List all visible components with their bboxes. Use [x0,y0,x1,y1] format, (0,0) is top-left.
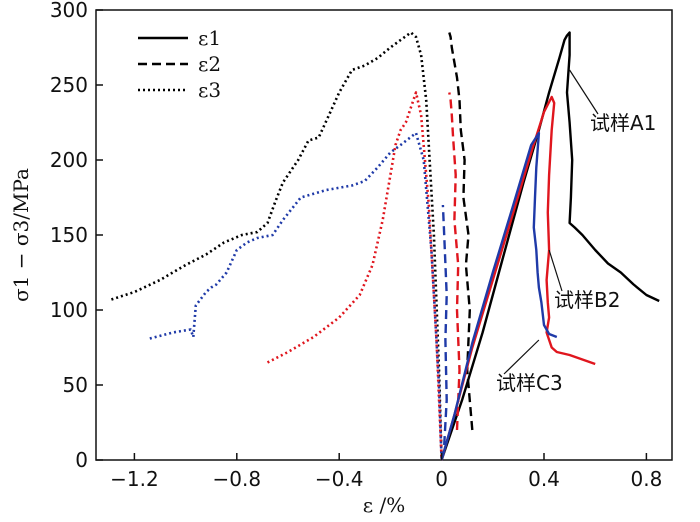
legend-label: ε2 [198,52,221,76]
y-tick-label: 100 [50,298,88,322]
legend-label: ε3 [198,78,221,102]
annotation-label: 试样A1 [590,111,656,135]
x-tick-label: −1.2 [110,467,159,491]
y-tick-label: 150 [50,223,88,247]
tick-layer: −1.2 −0.8 −0.4 0 0.4 0.8 0 50 100 150 200 250 300 [50,0,662,491]
annotation-leader [569,69,599,115]
series-line-1 [448,32,474,431]
x-tick-label: 0 [435,467,448,491]
annotation-label: 试样B2 [554,288,620,312]
y-tick-label: 0 [75,448,88,472]
x-tick-label: 0.4 [528,467,560,491]
series-line-8 [149,131,443,461]
y-tick-label: 200 [50,148,88,172]
x-tick-label: −0.4 [315,467,364,491]
series-line-3 [440,95,596,461]
y-tick-label: 250 [50,73,88,97]
annotation-leader [548,249,563,292]
y-tick-label: 50 [63,373,88,397]
x-axis-title: ε /% [363,493,405,517]
series-line-5 [266,91,443,461]
legend-label: ε1 [198,26,221,50]
plot-frame [95,9,673,461]
x-tick-label: −0.8 [213,467,262,491]
series-line-6 [440,131,558,461]
annotations: 试样A1 试样B2 试样C3 [496,69,656,395]
y-tick-label: 300 [50,0,88,22]
series-line-0 [440,31,660,461]
y-axis-title: σ1 − σ3/MPa [9,168,33,302]
series-line-2 [110,31,443,461]
annotation-leader [503,339,540,375]
series-line-4 [448,92,461,431]
series-line-7 [441,204,448,446]
annotation-label: 试样C3 [496,371,563,395]
x-tick-label: 0.8 [630,467,662,491]
series-layer [110,31,660,461]
